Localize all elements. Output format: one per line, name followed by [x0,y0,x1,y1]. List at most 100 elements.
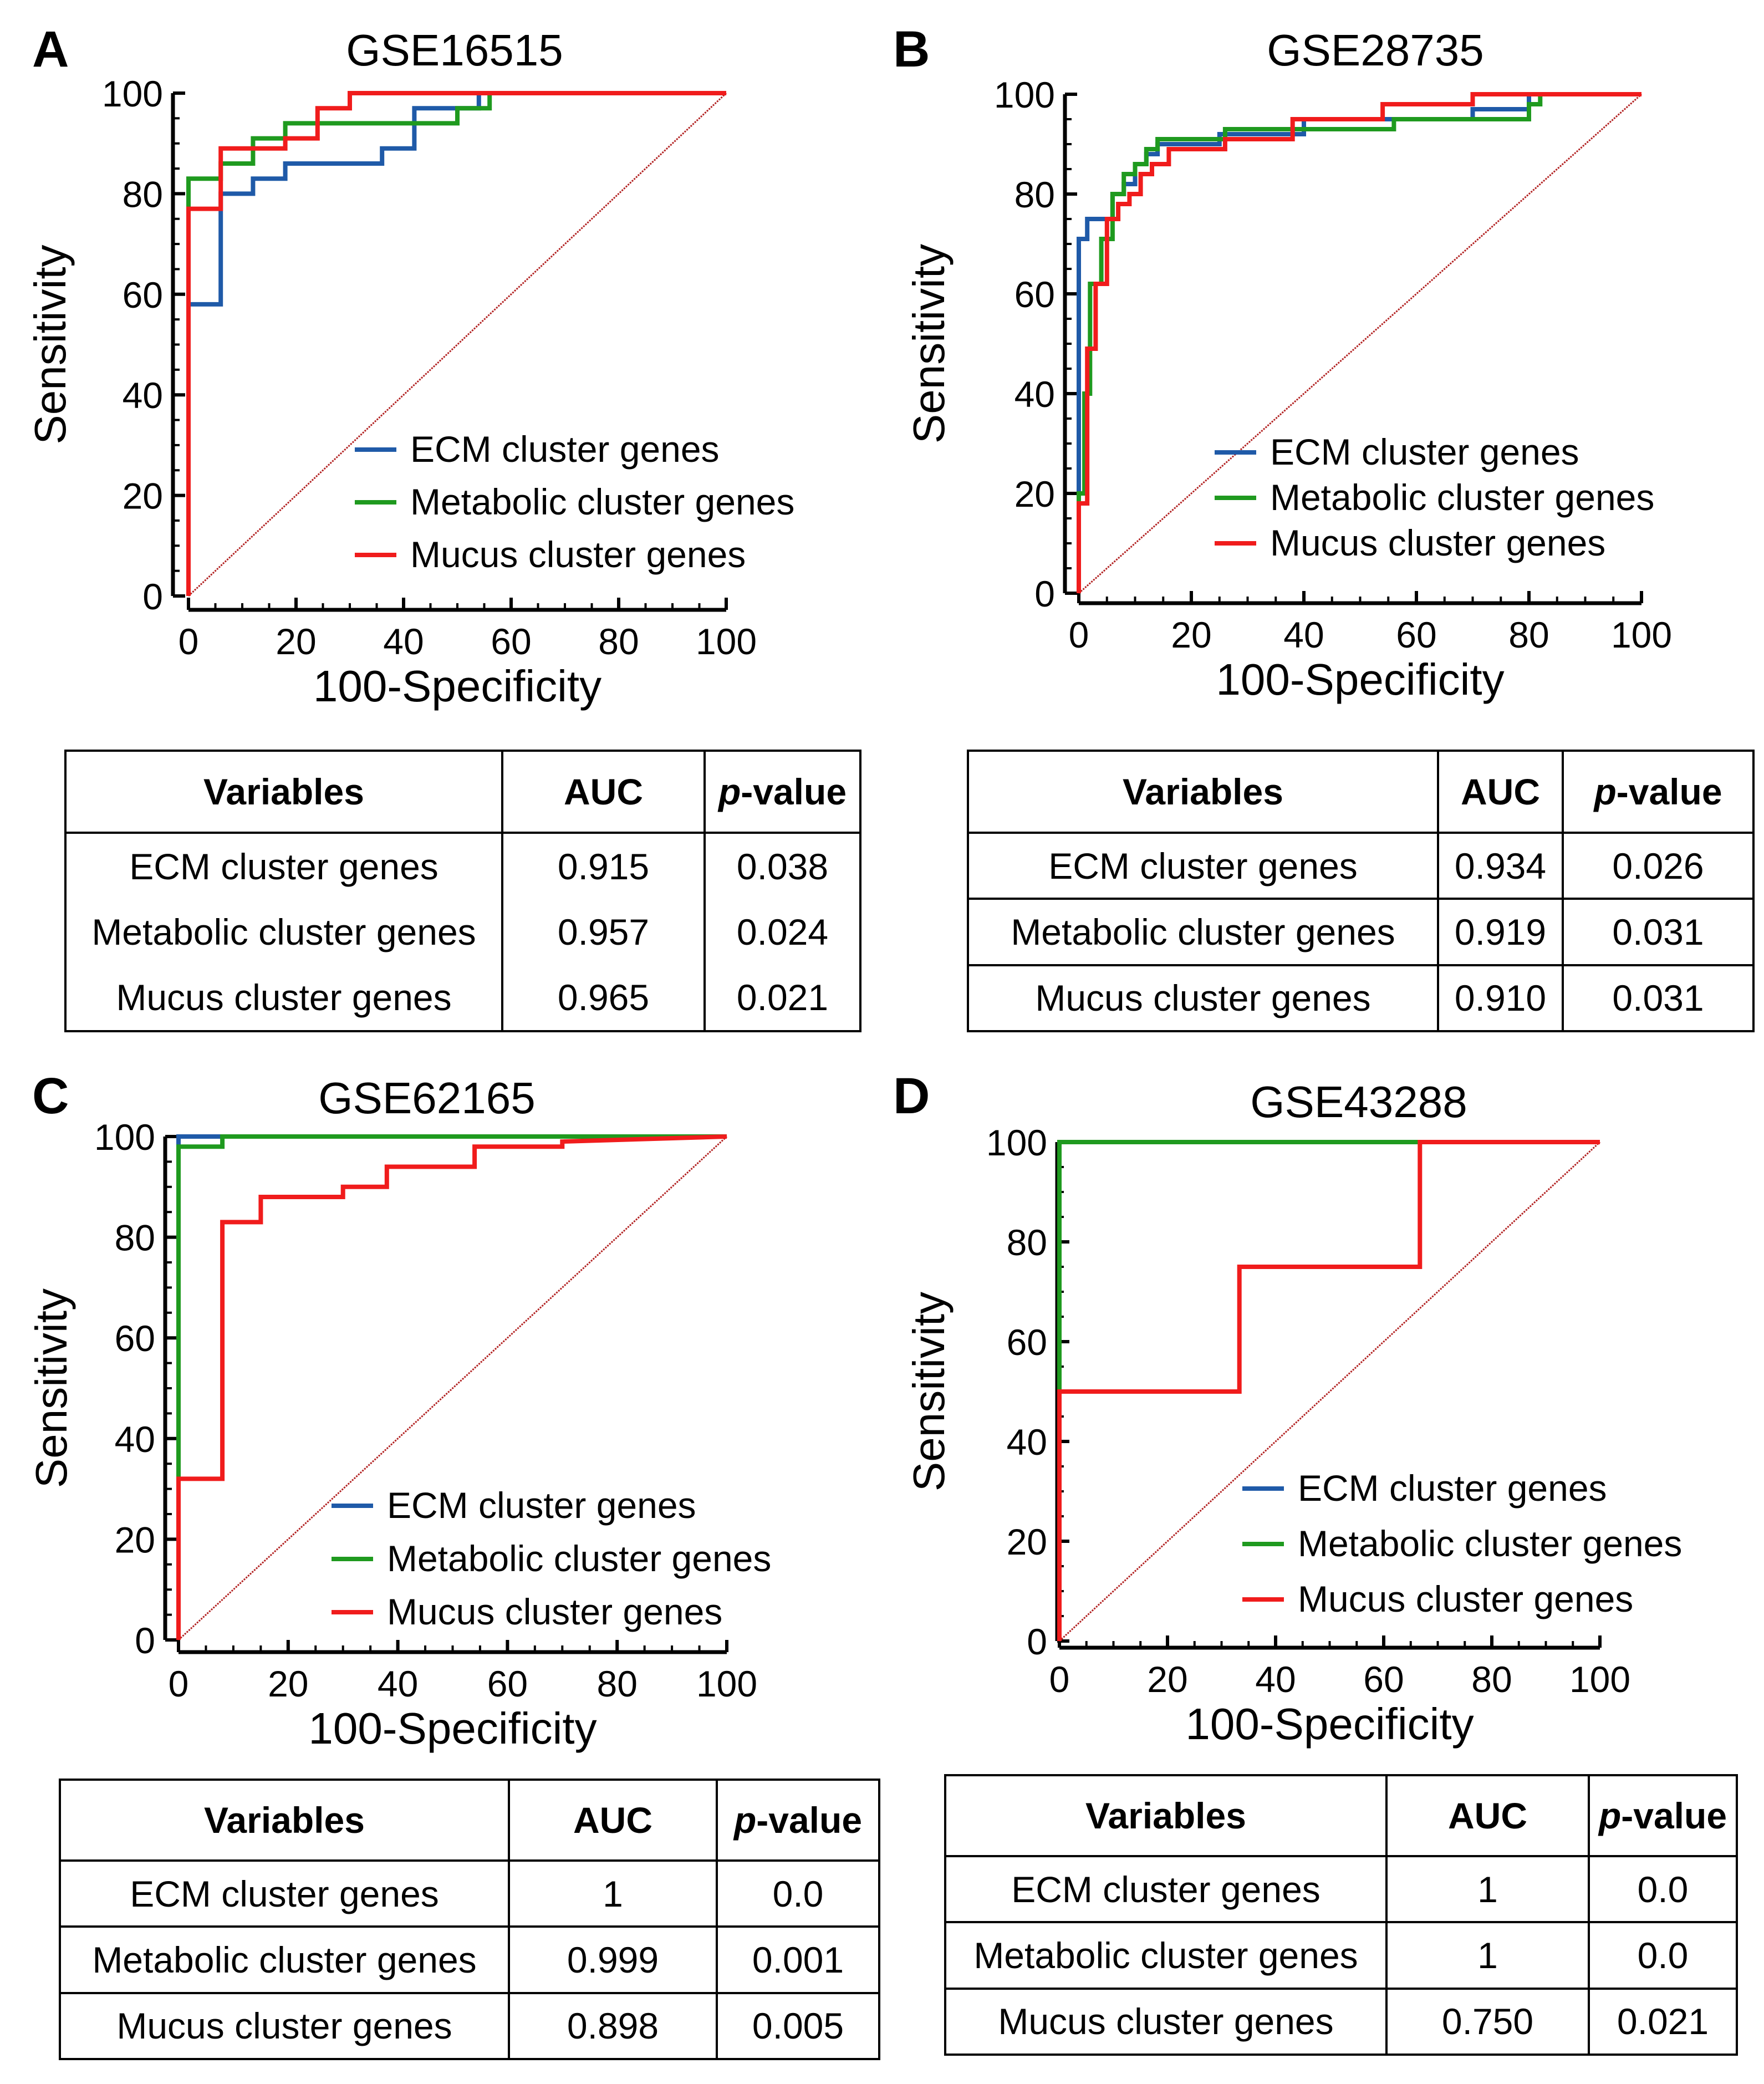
x-tick-label: 100 [1569,1659,1630,1700]
x-tick-label: 0 [1069,614,1089,655]
auc-table-b: Variables AUC p-value ECM cluster genes 0… [967,750,1755,1033]
table-row: Metabolic cluster genes 1 0.0 [944,1921,1738,1990]
x-axis-label: 100-Specificity [1216,655,1504,704]
legend-label: Metabolic cluster genes [1298,1523,1682,1564]
panel-letter: C [32,1068,69,1124]
y-tick-label: 20 [115,1519,155,1560]
x-tick-label: 80 [597,1663,637,1704]
mucus-roc-line [1077,92,1641,593]
legend-label: Mucus cluster genes [410,534,746,575]
x-tick-label: 60 [487,1663,528,1704]
header-auc: AUC [1437,750,1564,834]
y-tick-label: 40 [123,375,163,416]
x-axis-label: 100-Specificity [1185,1699,1474,1749]
metabolic-roc-line [1077,92,1641,593]
header-variables: Variables [944,1774,1388,1857]
y-tick-label: 0 [1034,573,1055,614]
x-tick-label: 100 [696,621,757,662]
chart-title: GSE28735 [1267,26,1483,75]
x-tick-label: 20 [268,1663,308,1704]
mucus-roc-line [176,1134,727,1640]
header-p-value: p-value [703,750,861,834]
x-tick-label: 80 [1508,614,1549,655]
x-tick-label: 60 [1363,1659,1404,1700]
roc-chart-d: D GSE43288 0 20 40 60 80 100 0 20 40 60 80 100 100-Spe… [893,1068,1682,1749]
y-tick-label: 80 [1007,1222,1047,1263]
legend-label: Mucus cluster genes [1270,522,1605,563]
y-tick-label: 80 [115,1217,155,1258]
x-tick-label: 0 [1049,1659,1070,1700]
header-variables: Variables [64,750,503,834]
y-tick-label: 100 [94,1117,155,1158]
auc-table-d: Variables AUC p-value ECM cluster genes 1… [944,1774,1738,2056]
legend-label: ECM cluster genes [387,1485,696,1526]
legend-label: Metabolic cluster genes [387,1538,771,1579]
legend-label: ECM cluster genes [410,429,720,470]
reference-diagonal [177,1135,728,1641]
y-tick-label: 60 [1014,274,1055,315]
auc-table-c: Variables AUC p-value ECM cluster genes 1… [59,1779,880,2061]
reference-diagonal [1078,93,1642,594]
roc-chart-b: B GSE28735 0 20 40 60 80 100 0 20 40 60 80 100 100-Spe… [893,21,1672,704]
table-row: Metabolic cluster genes 0.919 0.031 [967,898,1755,966]
table-row: Mucus cluster genes 0.910 0.031 [967,964,1755,1033]
roc-chart-a: A GSE16515 0 20 40 60 80 100 0 20 40 60 80 100 100-Spe… [26,21,794,711]
metabolic-roc-line [176,1134,727,1640]
table-row: ECM cluster genes 0.915 0.038 [64,831,861,900]
x-tick-label: 100 [696,1663,757,1704]
x-tick-label: 40 [1255,1659,1296,1700]
table-row: ECM cluster genes 0.934 0.026 [967,831,1755,900]
x-tick-label: 0 [169,1663,189,1704]
panel-b: B GSE28735 0 20 40 60 80 100 0 20 40 60 80 100 100-Spe… [882,0,1764,1042]
legend-label: ECM cluster genes [1270,431,1579,472]
mucus-roc-line [1057,1140,1600,1641]
panel-a: A GSE16515 0 20 40 60 80 100 0 20 40 60 80 100 100-Spe… [0,0,882,1042]
reference-diagonal [1058,1141,1601,1642]
legend-label: Metabolic cluster genes [410,481,794,522]
header-p-value: p-value [1588,1774,1738,1857]
legend-label: ECM cluster genes [1298,1468,1607,1509]
table-row: Mucus cluster genes 0.965 0.021 [64,964,861,1033]
panel-letter: D [893,1068,930,1124]
x-tick-label: 40 [1283,614,1324,655]
y-tick-label: 60 [1007,1322,1047,1363]
auc-table-a: Variables AUC p-value ECM cluster genes 0… [64,750,861,1033]
x-tick-label: 20 [276,621,316,662]
header-p-value: p-value [1562,750,1755,834]
table-row: Metabolic cluster genes 0.957 0.024 [64,899,861,965]
table-row: ECM cluster genes 1 0.0 [59,1859,880,1928]
y-tick-label: 20 [1014,473,1055,514]
header-p-value: p-value [716,1779,880,1862]
chart-title: GSE16515 [346,26,563,75]
y-axis-label: Sensitivity [26,244,75,444]
y-tick-label: 0 [135,1620,155,1661]
x-tick-label: 0 [179,621,199,662]
x-tick-label: 80 [1471,1659,1512,1700]
y-tick-label: 40 [1007,1421,1047,1463]
header-variables: Variables [967,750,1439,834]
y-axis-label: Sensitivity [904,1292,954,1491]
y-tick-label: 40 [1014,374,1055,415]
x-tick-label: 20 [1147,1659,1187,1700]
x-tick-label: 80 [598,621,639,662]
x-tick-label: 60 [1396,614,1436,655]
panel-letter: A [32,21,69,78]
ecm-roc-line [1077,92,1641,593]
y-tick-label: 80 [123,174,163,215]
chart-title: GSE43288 [1250,1077,1467,1127]
panel-c: C GSE62165 0 20 40 60 80 100 0 20 40 60 80 100 100-Spe… [0,1042,882,2084]
roc-chart-c: C GSE62165 0 20 40 60 80 100 0 20 40 60 80 100 100-Spe… [27,1068,771,1753]
table-row: Mucus cluster genes 0.750 0.021 [944,1987,1738,2056]
panel-d: D GSE43288 0 20 40 60 80 100 0 20 40 60 80 100 100-Spe… [882,1042,1764,2084]
x-tick-label: 40 [378,1663,418,1704]
x-axis-label: 100-Specificity [313,661,601,711]
panel-letter: B [893,21,930,78]
y-tick-label: 100 [102,73,163,114]
y-axis-label: Sensitivity [27,1288,76,1488]
x-tick-label: 40 [383,621,424,662]
header-auc: AUC [1385,1774,1590,1857]
x-tick-label: 20 [1171,614,1211,655]
y-tick-label: 20 [123,476,163,517]
chart-title: GSE62165 [318,1073,535,1123]
table-row: ECM cluster genes 1 0.0 [944,1854,1738,1924]
